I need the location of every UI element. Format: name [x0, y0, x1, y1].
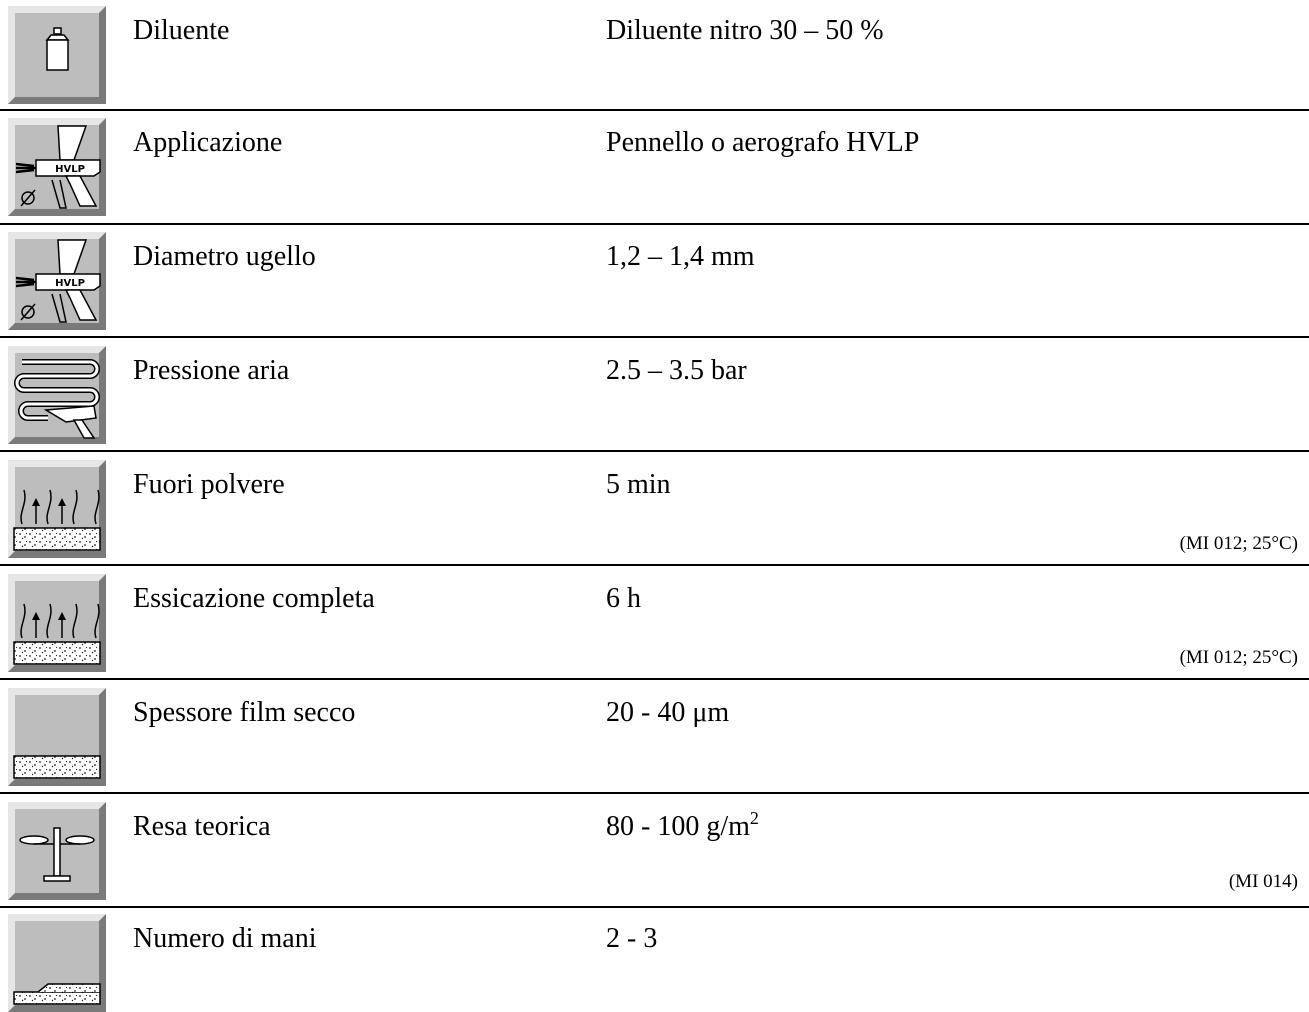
hvlp-icon-text: HVLP: [55, 278, 85, 289]
balance-scale-icon: [8, 802, 106, 900]
row-value: Pennello o aerografo HVLP: [606, 127, 920, 158]
table-row: Numero di mani 2 - 3: [0, 914, 1309, 1012]
row-divider: [0, 109, 1309, 111]
row-label: Applicazione: [133, 127, 283, 158]
row-label: Diluente: [133, 15, 230, 46]
row-value: 1,2 – 1,4 mm: [606, 241, 755, 272]
row-value: 2.5 – 3.5 bar: [606, 355, 747, 386]
row-value: Diluente nitro 30 – 50 %: [606, 15, 884, 46]
row-divider: [0, 906, 1309, 908]
row-divider: [0, 678, 1309, 680]
method-note: (MI 012; 25°C): [1179, 533, 1298, 554]
table-row: HVLP Applicazione Pennello o aerografo H…: [0, 118, 1309, 218]
row-value: 5 min: [606, 469, 671, 500]
table-row: Essicazione completa 6 h (MI 012; 25°C): [0, 574, 1309, 674]
row-divider: [0, 450, 1309, 452]
hvlp-icon-text: HVLP: [55, 164, 85, 175]
row-label: Spessore film secco: [133, 697, 356, 728]
air-pressure-icon: [8, 346, 106, 444]
row-divider: [0, 336, 1309, 338]
method-note: (MI 012; 25°C): [1179, 647, 1298, 668]
thinner-can-icon: [8, 6, 106, 104]
full-drying-icon: [8, 574, 106, 672]
row-divider: [0, 792, 1309, 794]
dust-free-drying-icon: [8, 460, 106, 558]
row-label: Essicazione completa: [133, 583, 375, 614]
row-label: Pressione aria: [133, 355, 290, 386]
row-label: Resa teorica: [133, 811, 271, 842]
row-value: 80 - 100 g/m2: [606, 809, 759, 842]
table-row: HVLP Diametro ugello 1,2 – 1,4 mm: [0, 232, 1309, 332]
row-value: 20 - 40 μm: [606, 697, 730, 728]
hvlp-spray-gun-icon: HVLP: [8, 118, 106, 216]
hvlp-nozzle-diameter-icon: HVLP: [8, 232, 106, 330]
row-value: 2 - 3: [606, 923, 658, 954]
table-row: Fuori polvere 5 min (MI 012; 25°C): [0, 460, 1309, 560]
row-divider: [0, 564, 1309, 566]
dry-film-thickness-icon: [8, 688, 106, 786]
method-note: (MI 014): [1228, 871, 1298, 892]
row-value: 6 h: [606, 583, 641, 614]
row-divider: [0, 223, 1309, 225]
table-row: Resa teorica 80 - 100 g/m2 (MI 014): [0, 802, 1309, 902]
table-row: Spessore film secco 20 - 40 μm: [0, 688, 1309, 788]
value-superscript: 2: [749, 808, 759, 828]
table-row: Diluente Diluente nitro 30 – 50 %: [0, 6, 1309, 106]
value-text: 80 - 100 g/m: [606, 811, 750, 842]
number-of-coats-icon: [8, 914, 106, 1012]
row-label: Numero di mani: [133, 923, 317, 954]
row-label: Fuori polvere: [133, 469, 285, 500]
row-label: Diametro ugello: [133, 241, 316, 272]
table-row: Pressione aria 2.5 – 3.5 bar: [0, 346, 1309, 446]
